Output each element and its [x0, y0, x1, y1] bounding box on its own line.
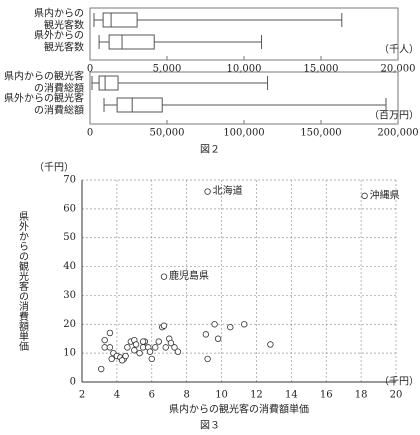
category-label: 県外からの: [34, 30, 84, 42]
x-tick-label: 4: [114, 390, 120, 401]
point: [227, 323, 234, 331]
point: [211, 321, 218, 328]
point: [267, 341, 274, 348]
point: [160, 273, 168, 280]
category-label: 観光客数: [44, 19, 84, 32]
y-axis-label: 県外からの観光客の消費額単価: [17, 211, 29, 351]
x-tick-label: 0: [87, 64, 93, 75]
point: [106, 344, 114, 351]
x-unit: （千円）: [379, 376, 419, 388]
point-label: 沖縄県: [370, 188, 400, 201]
x-tick-label: 10,000: [227, 64, 262, 75]
point: [167, 339, 175, 347]
box: [102, 12, 138, 28]
x-tick-label: 50,000: [150, 128, 185, 139]
caption: 図２: [200, 144, 220, 156]
category-label: の消費総額: [34, 104, 84, 117]
x-tick-label: 5,000: [153, 64, 182, 75]
category-label: 県外からの観光客: [4, 92, 84, 105]
point: [160, 322, 168, 329]
x-tick-label: 150,000: [300, 128, 341, 139]
category-label: 県内からの: [34, 7, 84, 20]
point: [241, 321, 248, 328]
x-tick-label: 20,000: [381, 64, 416, 75]
point: [139, 338, 147, 345]
x-tick-label: 10: [215, 390, 228, 401]
unit-label: （百万円）: [369, 110, 419, 122]
point: [139, 344, 147, 351]
y-tick-label: 40: [63, 261, 76, 272]
unit-label: （千人）: [379, 44, 419, 56]
x-tick-label: 16: [320, 390, 333, 401]
x-tick-label: 0: [87, 128, 93, 139]
y-tick-label: 20: [63, 319, 76, 330]
x-tick-label: 14: [285, 390, 298, 401]
y-tick-label: 70: [63, 175, 76, 186]
point-label: 鹿児島県: [169, 269, 209, 282]
box: [108, 34, 155, 50]
y-tick-label: 50: [63, 232, 76, 243]
y-tick-label: 60: [63, 203, 76, 214]
caption: 図３: [200, 420, 220, 432]
category-label: の消費総額: [34, 82, 84, 95]
point: [122, 352, 129, 360]
point: [155, 338, 162, 345]
point: [97, 365, 105, 373]
point: [101, 336, 108, 344]
box: [98, 75, 119, 91]
x-tick-label: 20: [390, 390, 403, 401]
point: [118, 357, 126, 364]
point: [131, 347, 138, 354]
y-tick-label: 0: [70, 377, 76, 388]
point: [124, 344, 131, 351]
y-unit: （千円）: [34, 162, 74, 174]
point: [214, 335, 222, 342]
point: [132, 341, 140, 348]
x-axis-label: 県内からの観光客の消費額単価: [169, 403, 309, 416]
point: [204, 355, 211, 363]
x-tick-label: 15,000: [304, 64, 339, 75]
point: [148, 355, 155, 363]
point: [202, 331, 210, 338]
point: [204, 188, 211, 195]
point: [152, 344, 159, 351]
point: [101, 344, 108, 351]
point: [361, 192, 368, 200]
y-tick-label: 30: [63, 290, 76, 301]
x-tick-label: 2: [79, 390, 85, 401]
y-tick-label: 10: [63, 348, 76, 359]
x-tick-label: 18: [355, 390, 368, 401]
point: [136, 349, 143, 357]
point: [146, 348, 154, 355]
point: [108, 355, 115, 363]
x-tick-label: 200,000: [377, 128, 418, 139]
category-label: 県内からの観光客: [4, 70, 84, 83]
x-tick-label: 100,000: [223, 128, 264, 139]
x-tick-label: 8: [183, 390, 189, 401]
category-label: 観光客数: [44, 41, 84, 54]
x-tick-label: 12: [250, 390, 263, 401]
point: [162, 344, 169, 351]
point-label: 北海道: [213, 184, 243, 197]
x-tick-label: 6: [149, 390, 155, 401]
point: [174, 348, 182, 355]
point: [171, 344, 178, 351]
point: [106, 329, 114, 337]
box: [116, 97, 163, 113]
